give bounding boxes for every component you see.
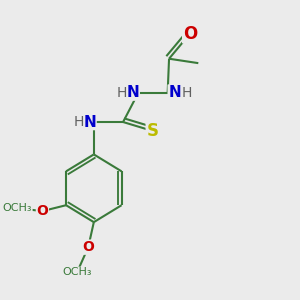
Text: N: N bbox=[168, 85, 181, 100]
Text: H: H bbox=[73, 115, 84, 129]
Text: H: H bbox=[116, 85, 127, 100]
Text: OCH₃: OCH₃ bbox=[62, 267, 92, 277]
Text: O: O bbox=[183, 25, 197, 43]
Text: O: O bbox=[37, 204, 48, 218]
Text: S: S bbox=[146, 122, 158, 140]
Text: N: N bbox=[127, 85, 139, 100]
Text: OCH₃: OCH₃ bbox=[3, 203, 32, 213]
Text: N: N bbox=[83, 115, 96, 130]
Text: O: O bbox=[82, 240, 94, 254]
Text: H: H bbox=[182, 85, 192, 100]
